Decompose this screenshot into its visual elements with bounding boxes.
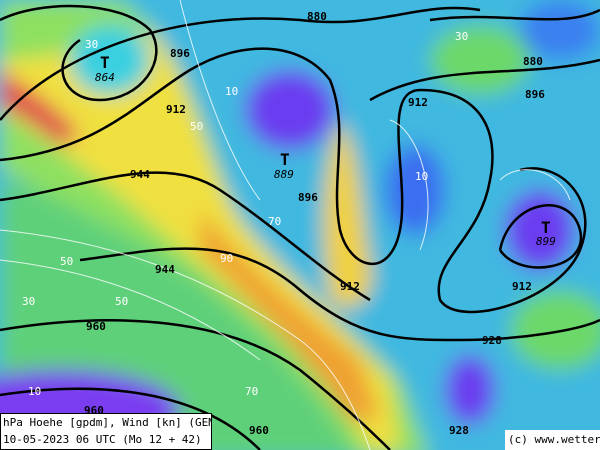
contour-labels-item: 912 bbox=[512, 280, 532, 293]
contour-labels-item: 880 bbox=[307, 10, 327, 23]
contour-labels-item: 944 bbox=[155, 263, 175, 276]
wind-labels-item: 90 bbox=[220, 252, 233, 265]
contour-labels-item: 944 bbox=[130, 168, 150, 181]
wind-labels-item: 10 bbox=[225, 85, 238, 98]
contour-labels-item: 896 bbox=[170, 47, 190, 60]
contour-labels-item: 912 bbox=[340, 280, 360, 293]
wind-labels-item: 10 bbox=[28, 385, 41, 398]
contour-labels-item: 912 bbox=[166, 103, 186, 116]
wind-labels-item: 10 bbox=[415, 170, 428, 183]
contour-labels-item: 896 bbox=[525, 88, 545, 101]
low-pressure-centers: T 864 T 889 T 899 bbox=[95, 53, 556, 248]
low-pressure-centers-item: T bbox=[541, 218, 551, 237]
wind-labels-item: 30 bbox=[455, 30, 468, 43]
wind-labels: 10 30 50 70 90 10 30 50 70 10 30 50 bbox=[22, 30, 468, 398]
wind-labels-item: 50 bbox=[190, 120, 203, 133]
map-date: 10-05-2023 06 UTC (Mo 12 + 42) bbox=[3, 433, 202, 446]
wind-labels-item: 30 bbox=[85, 38, 98, 51]
contour-labels-item: 960 bbox=[249, 424, 269, 437]
low-pressure-centers-item: 864 bbox=[95, 71, 115, 84]
map-info-box: hPa Hoehe [gpdm], Wind [kn] (GEM) 10-05-… bbox=[0, 413, 212, 450]
contour-labels: 880 896 912 944 944 960 896 912 880 896 … bbox=[84, 10, 545, 437]
copyright: (c) www.wetter3. bbox=[505, 430, 600, 450]
wind-labels-item: 70 bbox=[268, 215, 281, 228]
low-pressure-centers-item: T bbox=[280, 150, 290, 169]
wind-labels-item: 50 bbox=[115, 295, 128, 308]
contour-labels-item: 928 bbox=[482, 334, 502, 347]
low-pressure-centers-item: T bbox=[100, 53, 110, 72]
wind-contours bbox=[0, 0, 571, 450]
wind-labels-item: 30 bbox=[22, 295, 35, 308]
wind-labels-item: 70 bbox=[245, 385, 258, 398]
contour-labels-item: 928 bbox=[449, 424, 469, 437]
wind-labels-item: 50 bbox=[60, 255, 73, 268]
contour-labels-item: 960 bbox=[86, 320, 106, 333]
height-contours bbox=[0, 4, 600, 450]
contour-labels-item: 880 bbox=[523, 55, 543, 68]
low-pressure-centers-item: 889 bbox=[274, 168, 294, 181]
map-title: hPa Hoehe [gpdm], Wind [kn] (GEM) bbox=[3, 416, 212, 429]
contour-labels-item: 912 bbox=[408, 96, 428, 109]
contour-labels-item: 896 bbox=[298, 191, 318, 204]
low-pressure-centers-item: 899 bbox=[536, 235, 556, 248]
